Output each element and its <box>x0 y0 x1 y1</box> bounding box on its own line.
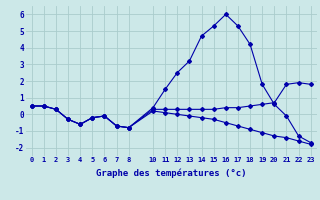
X-axis label: Graphe des températures (°c): Graphe des températures (°c) <box>96 169 246 178</box>
